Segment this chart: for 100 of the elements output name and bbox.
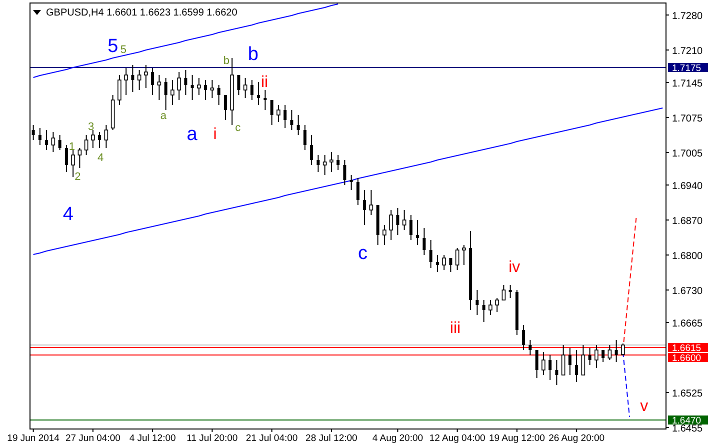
candlestick	[482, 300, 486, 322]
candlestick	[614, 340, 618, 362]
candlestick	[310, 134, 314, 166]
x-tick-label: 11 Jul 20:00	[186, 433, 238, 444]
annotation: iv	[508, 259, 520, 276]
annotation: 4	[62, 204, 74, 226]
y-tick-label: 1.6455	[672, 424, 704, 434]
annotation: ii	[261, 74, 268, 92]
candlestick	[382, 224, 386, 246]
x-tick-label: 19 Aug 12:00	[488, 433, 545, 444]
candlestick	[416, 220, 420, 246]
candlestick	[528, 340, 532, 356]
candlestick	[151, 68, 154, 96]
y-tick-label: 1.7280	[672, 11, 704, 22]
candlestick	[257, 82, 260, 106]
candlestick	[462, 244, 466, 266]
x-tick-label: 4 Aug 20:00	[372, 433, 424, 444]
annotation: b	[248, 44, 258, 66]
candlestick	[422, 228, 426, 256]
candlestick	[322, 154, 327, 176]
y-tick-label: 1.7210	[672, 46, 704, 57]
candlestick	[316, 154, 320, 172]
candlestick	[502, 284, 506, 300]
annotation: b	[223, 54, 230, 67]
candlestick	[71, 150, 75, 178]
candlestick	[157, 74, 162, 100]
candlestick	[98, 132, 102, 148]
candlestick	[243, 78, 248, 98]
candlestick	[84, 134, 88, 156]
candlestick	[131, 64, 134, 92]
candlestick	[210, 80, 214, 98]
annotation: 3	[88, 120, 94, 133]
candlestick	[250, 80, 254, 100]
candlestick	[363, 190, 366, 226]
x-tick-label: 27 Jun 04:00	[65, 433, 120, 444]
y-tick-label: 1.6940	[672, 181, 704, 192]
y-tick-label: 1.6870	[672, 216, 704, 227]
candlestick	[51, 132, 56, 152]
candlestick	[356, 178, 360, 206]
x-tick-label: 28 Jul 12:00	[306, 433, 358, 444]
ref-line-label: 1.6615	[672, 343, 702, 354]
ref-line-label: 1.6600	[672, 353, 702, 364]
candlestick	[118, 74, 122, 106]
candlestick	[78, 148, 82, 168]
annotation: 2	[74, 170, 81, 183]
candlestick	[170, 80, 174, 106]
candlestick	[396, 208, 400, 236]
candlestick	[535, 350, 538, 378]
candlestick	[602, 350, 605, 362]
candlestick	[369, 190, 374, 216]
x-tick-label: 26 Aug 20:00	[548, 433, 605, 444]
x-tick-label: 4 Jul 12:00	[129, 433, 176, 444]
candlestick	[184, 70, 188, 96]
candlestick	[204, 80, 208, 100]
candlestick	[91, 130, 95, 148]
candlestick	[284, 104, 287, 128]
candlestick	[144, 64, 148, 88]
x-tick-label: 21 Jul 04:00	[246, 433, 298, 444]
candlestick	[177, 72, 181, 100]
annotation: 5	[120, 44, 127, 56]
annotation: iii	[450, 320, 461, 338]
candlestick	[330, 152, 334, 172]
candlestick	[442, 254, 446, 270]
candlestick	[264, 90, 267, 110]
candlestick	[409, 214, 412, 240]
candlestick	[124, 68, 128, 96]
y-tick-label: 1.7145	[672, 78, 704, 90]
candlestick	[455, 248, 460, 270]
candlestick	[402, 210, 406, 230]
candlestick	[45, 130, 48, 150]
candlestick	[58, 134, 62, 150]
candlestick	[164, 78, 168, 110]
text: GBPUSD,H4 1.6601 1.6623 1.6599 1.6620	[46, 8, 238, 19]
candlestick	[303, 124, 306, 150]
candlestick	[561, 344, 566, 376]
candlestick	[608, 344, 612, 360]
y-tick-label: 1.6800	[672, 251, 704, 262]
candlestick	[237, 74, 240, 96]
candlestick	[197, 78, 201, 96]
candlestick	[343, 160, 346, 186]
candlestick	[522, 324, 526, 350]
candlestick	[190, 74, 194, 100]
annotation: c	[358, 243, 368, 264]
candlestick	[270, 100, 274, 126]
candlestick	[336, 154, 340, 170]
candlestick	[594, 344, 598, 368]
candlestick	[104, 124, 108, 148]
annotation: 4	[98, 152, 104, 164]
annotation: 5	[108, 36, 118, 58]
candlestick	[224, 94, 227, 120]
candlestick	[588, 348, 592, 366]
candlestick	[621, 343, 625, 356]
candlestick	[488, 300, 492, 316]
annotation: 1	[68, 140, 76, 153]
annotation: a	[186, 124, 198, 146]
candlestick	[508, 284, 512, 298]
y-tick-label: 1.6665	[672, 318, 704, 330]
y-tick-label: 1.6525	[672, 388, 704, 400]
candlestick	[350, 174, 353, 190]
annotation: i	[213, 126, 217, 144]
